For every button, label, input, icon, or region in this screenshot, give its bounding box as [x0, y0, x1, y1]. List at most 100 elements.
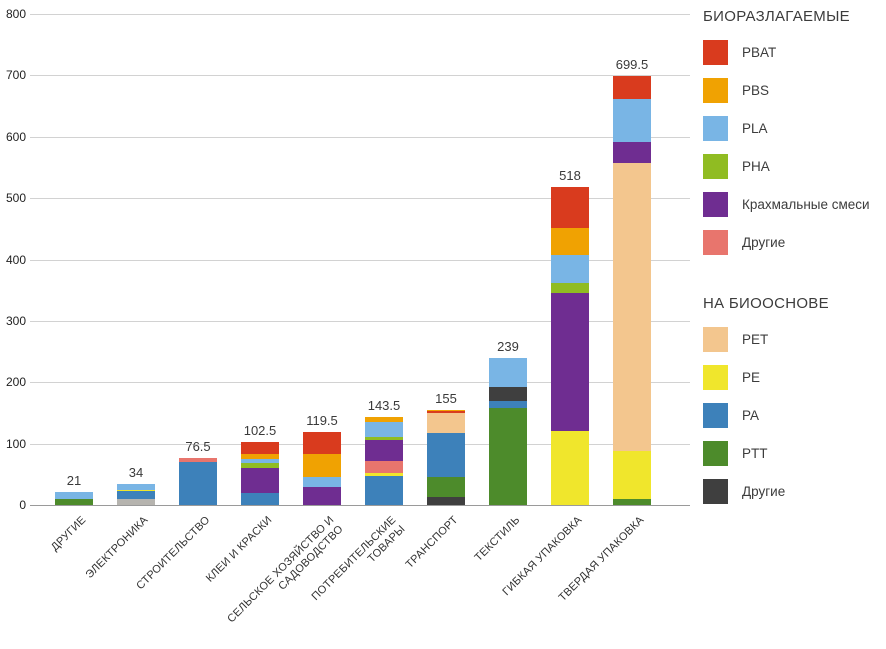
- legend-group: БИОРАЗЛАГАЕМЫЕ PBAT PBS PLA PHA Крахмальные с…: [703, 8, 885, 255]
- bar-segment-pa: [427, 433, 465, 477]
- legend-item-pla: PLA: [703, 116, 885, 141]
- legend-item-starch-blends: Крахмальные смеси: [703, 192, 885, 217]
- bar-total-label: 119.5: [306, 412, 338, 428]
- bar-segment-pa: [179, 462, 217, 505]
- bar-segment-pla: [55, 492, 93, 499]
- bar-segment-pbat: [613, 75, 651, 99]
- legend-swatch-pbat: [703, 40, 728, 65]
- bar-segment-other-biodegradable: [179, 458, 217, 463]
- bar-segment-pha: [551, 283, 589, 294]
- bar-segment-pla: [117, 484, 155, 490]
- bar-segment-pbs: [365, 416, 403, 422]
- y-gridline: [30, 443, 690, 445]
- bar-segment-pbs: [303, 454, 341, 477]
- bar-segment-pbat: [427, 411, 465, 413]
- legend-label: PHA: [742, 159, 770, 174]
- bar-total-label: 143.5: [367, 397, 401, 413]
- bar-segment-pa: [489, 401, 527, 409]
- bar-total-label: 34: [128, 465, 144, 481]
- bar-segment-other-biodegradable: [365, 461, 403, 474]
- y-gridline: [30, 259, 690, 261]
- bar-segment-pbs: [241, 453, 279, 459]
- legend-swatch-pa: [703, 403, 728, 428]
- legend-label: PLA: [742, 121, 768, 136]
- y-tick-label: 800: [5, 7, 26, 21]
- y-tick-label: 600: [5, 129, 26, 144]
- legend-group-title: НА БИООСНОВЕ: [703, 295, 829, 312]
- legend-label: Другие: [742, 484, 786, 499]
- bar-segment-starch-blends: [303, 487, 341, 505]
- bar-total-label: 239: [497, 339, 519, 355]
- legend-group: НА БИООСНОВЕ PET PE PA PTT Другие: [703, 295, 885, 504]
- bar-segment-ptt: [613, 498, 651, 505]
- legend-swatch-pha: [703, 154, 728, 179]
- bar-segment-pa: [365, 476, 403, 505]
- bar-segment-pla: [613, 99, 651, 142]
- y-tick-label: 400: [5, 252, 26, 267]
- legend-item-pha: PHA: [703, 154, 885, 179]
- legend-item-other-biodegradable: Другие: [703, 230, 885, 255]
- bar-segment-pla: [241, 458, 279, 464]
- bar-total-label: 76.5: [185, 439, 211, 455]
- bar-segment-pet: [427, 412, 465, 434]
- bar-total-label: 699.5: [615, 56, 649, 72]
- bar-segment-pbs: [551, 227, 589, 256]
- bar-segment-ptt: [427, 476, 465, 498]
- legend-label: Другие: [742, 235, 786, 250]
- bar-total-label: 155: [435, 390, 457, 406]
- y-gridline: [30, 382, 690, 384]
- legend-item-pbs: PBS: [703, 78, 885, 103]
- legend-item-pa: PA: [703, 403, 885, 428]
- legend-label: PA: [742, 408, 760, 423]
- y-tick-label: 300: [5, 313, 26, 328]
- bar-segment-pbs: [427, 409, 465, 412]
- bar-segment-ptt: [489, 408, 527, 505]
- bar-segment-pet: [613, 163, 651, 451]
- bar-segment-pbat: [241, 442, 279, 454]
- legend-item-pet: PET: [703, 327, 885, 352]
- legend-label: Крахмальные смеси: [742, 197, 870, 212]
- y-gridline: [30, 198, 690, 200]
- bar-total-label: 21: [66, 473, 82, 489]
- x-axis-line: [30, 505, 690, 506]
- legend-label: PBAT: [742, 45, 777, 60]
- bar-segment-pla: [551, 255, 589, 284]
- bar-segment-pa: [241, 492, 279, 505]
- legend-swatch-pla: [703, 116, 728, 141]
- bar-total-label: 518: [559, 168, 581, 184]
- legend-swatch-pet: [703, 327, 728, 352]
- y-tick-label: 200: [5, 375, 26, 390]
- bar-segment-pe: [613, 450, 651, 499]
- legend-swatch-starch-blends: [703, 192, 728, 217]
- legend-group-title: БИОРАЗЛАГАЕМЫЕ: [703, 8, 850, 25]
- bar-segment-other-biobased: [489, 386, 527, 402]
- chart-legend: БИОРАЗЛАГАЕМЫЕ PBAT PBS PLA PHA Крахмальные с…: [703, 8, 885, 517]
- legend-label: PE: [742, 370, 761, 385]
- bar-segment-pla: [303, 476, 341, 488]
- legend-swatch-pbs: [703, 78, 728, 103]
- y-tick-label: 700: [5, 68, 26, 83]
- bar-segment-pla: [489, 358, 527, 387]
- bar-segment-other-biobased: [427, 497, 465, 505]
- bar-segment-pbat: [303, 431, 341, 455]
- bar-segment-starch-blends: [365, 439, 403, 462]
- y-tick-label: 100: [5, 436, 26, 451]
- y-tick-label: 500: [5, 191, 26, 206]
- y-gridline: [30, 320, 690, 322]
- y-tick-label: 0: [19, 498, 26, 512]
- bar-segment-pla: [365, 421, 403, 437]
- legend-swatch-pe: [703, 365, 728, 390]
- legend-swatch-ptt: [703, 441, 728, 466]
- bar-segment-pha: [241, 463, 279, 469]
- bar-segment-starch-blends: [241, 468, 279, 493]
- legend-label: PET: [742, 332, 769, 347]
- y-gridline: [30, 14, 690, 15]
- legend-swatch-other-biobased: [703, 479, 728, 504]
- bar-total-label: 102.5: [243, 423, 277, 439]
- bar-segment-ptt: [55, 498, 93, 505]
- bar-segment-starch-blends: [551, 293, 589, 432]
- bar-segment-pe: [117, 489, 155, 492]
- legend-item-other-biobased: Другие: [703, 479, 885, 504]
- legend-item-pbat: PBAT: [703, 40, 885, 65]
